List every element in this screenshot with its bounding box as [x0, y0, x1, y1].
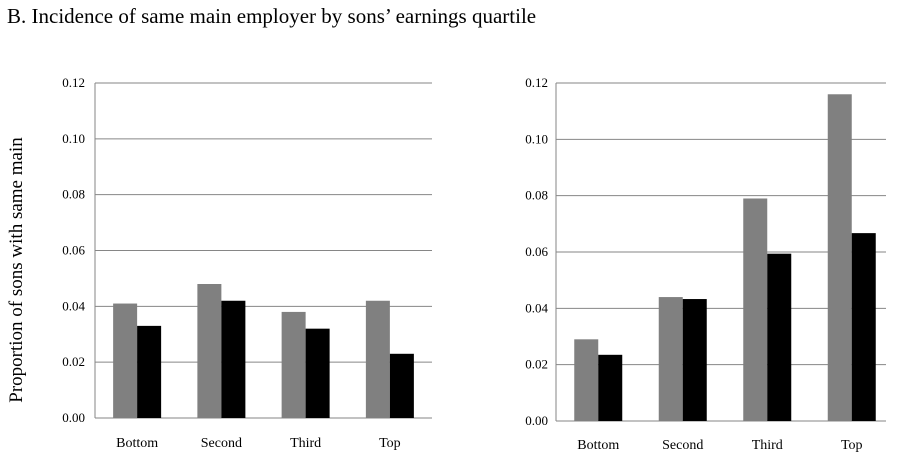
- bar-series-1: [197, 284, 222, 418]
- bar-series-1: [281, 311, 306, 418]
- x-tick-label: Third: [290, 436, 321, 451]
- bar-series-2: [598, 354, 623, 421]
- bar-series-2: [137, 325, 162, 418]
- x-tick-label: Top: [379, 436, 401, 451]
- bar-series-1: [743, 198, 768, 421]
- y-tick-label: 0.02: [62, 354, 85, 369]
- bar-series-1: [827, 94, 852, 422]
- y-tick-label: 0.06: [525, 244, 548, 259]
- y-tick-label: 0.02: [525, 357, 548, 372]
- x-tick-label: Third: [752, 438, 783, 453]
- x-tick-label: Top: [841, 438, 863, 453]
- x-tick-label: Bottom: [116, 436, 158, 451]
- figure-title: B. Incidence of same main employer by so…: [7, 4, 537, 28]
- bar-series-1: [658, 297, 683, 421]
- y-tick-label: 0.12: [525, 75, 548, 90]
- y-tick-label: 0.00: [525, 413, 548, 428]
- y-tick-label: 0.12: [62, 75, 85, 90]
- x-tick-label: Second: [201, 436, 242, 451]
- bar-series-2: [767, 253, 792, 421]
- y-tick-label: 0.04: [62, 298, 85, 313]
- y-tick-label: 0.00: [62, 410, 85, 425]
- bar-series-1: [113, 303, 138, 418]
- bar-series-2: [389, 353, 414, 418]
- y-tick-label: 0.06: [62, 243, 85, 258]
- bar-series-2: [305, 328, 330, 418]
- bar-series-1: [365, 300, 390, 418]
- bar-series-2: [221, 300, 246, 418]
- y-tick-label: 0.04: [525, 300, 548, 315]
- bar-series-2: [851, 233, 876, 421]
- x-tick-label: Second: [662, 438, 703, 453]
- y-tick-label: 0.08: [525, 188, 548, 203]
- bar-series-2: [682, 299, 707, 421]
- bar-series-1: [574, 339, 599, 421]
- x-tick-label: Bottom: [577, 438, 619, 453]
- y-tick-label: 0.08: [62, 187, 85, 202]
- y-tick-label: 0.10: [62, 131, 85, 146]
- y-tick-label: 0.10: [525, 131, 548, 146]
